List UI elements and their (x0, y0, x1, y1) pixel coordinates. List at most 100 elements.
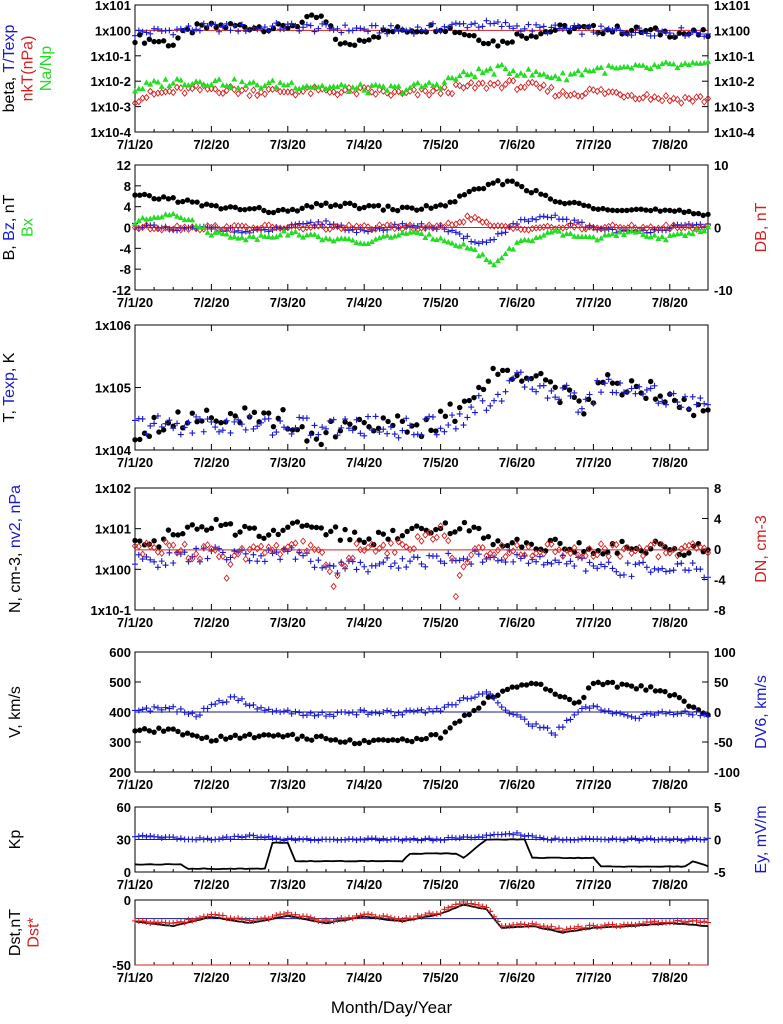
data-point (483, 67, 490, 73)
x-tick-label: 7/4/20 (346, 137, 382, 152)
data-point (326, 25, 333, 32)
x-tick-label: 7/2/20 (193, 970, 229, 985)
data-point (613, 223, 620, 231)
right-y-tick-label: -5 (714, 865, 726, 880)
data-point (632, 29, 639, 36)
data-point (476, 37, 482, 43)
data-point (384, 30, 391, 37)
data-point (280, 206, 286, 213)
data-point (223, 698, 230, 705)
data-point (480, 40, 487, 47)
y-tick-label: 600 (109, 645, 131, 660)
data-point (682, 32, 689, 39)
x-tick-label: 7/5/20 (423, 615, 459, 630)
data-point (429, 236, 436, 242)
data-point (300, 552, 307, 559)
data-point (180, 732, 186, 738)
data-point (639, 223, 647, 231)
data-point (203, 201, 210, 207)
x-tick-label: 7/6/20 (499, 455, 535, 470)
data-point (139, 832, 146, 839)
data-point (475, 215, 482, 224)
data-point (223, 556, 230, 563)
data-point (414, 207, 420, 213)
data-point (529, 723, 536, 730)
data-point (466, 528, 472, 534)
data-point (353, 566, 360, 573)
data-point (418, 560, 425, 567)
data-point (600, 30, 606, 37)
data-point (624, 682, 630, 688)
data-point (540, 232, 547, 238)
data-point (528, 375, 535, 382)
y-tick-label: 1x105 (95, 381, 131, 396)
data-point (147, 30, 154, 37)
data-point (643, 64, 650, 71)
data-point (414, 422, 420, 428)
data-point (548, 387, 555, 394)
data-point (242, 405, 248, 411)
data-point (475, 543, 482, 552)
data-point (666, 60, 673, 67)
data-point (514, 72, 520, 78)
data-point (189, 430, 196, 437)
data-point (299, 205, 305, 211)
data-point (342, 235, 349, 242)
right-y-tick-label: -50 (714, 735, 733, 750)
data-point (437, 408, 444, 414)
data-point (689, 835, 696, 842)
panel-temperature: 7/1/20 7/2/20 7/3/20 7/4/20 7/5/20 7/6/20 7/7/… (1, 318, 711, 470)
data-point (540, 81, 547, 89)
data-point (544, 87, 551, 96)
data-point (223, 419, 229, 425)
data-point (170, 703, 177, 710)
data-point (227, 734, 234, 741)
data-point (567, 558, 574, 565)
data-point (326, 418, 333, 425)
data-point (651, 382, 658, 389)
data-point (189, 27, 196, 34)
data-point (156, 725, 162, 731)
data-point (689, 711, 696, 718)
data-point (242, 426, 249, 433)
data-point (536, 548, 544, 556)
data-point (456, 697, 463, 704)
data-point (655, 710, 662, 717)
data-point (613, 232, 620, 238)
data-point (135, 833, 142, 840)
data-point (555, 91, 563, 99)
data-point (449, 74, 456, 81)
data-point (387, 914, 394, 921)
data-point (257, 542, 265, 550)
data-point (576, 540, 582, 546)
data-point (517, 551, 524, 559)
data-point (323, 217, 329, 224)
data-point (426, 79, 433, 85)
data-point (235, 697, 242, 704)
data-point (318, 202, 324, 209)
data-point (490, 180, 496, 186)
data-point (701, 918, 708, 925)
data-point (510, 375, 517, 382)
data-point (523, 682, 530, 688)
data-point (371, 428, 377, 434)
data-point (289, 206, 296, 213)
data-point (620, 571, 627, 578)
data-point (304, 202, 310, 209)
data-point (437, 202, 444, 208)
data-point (223, 82, 230, 89)
data-point (437, 84, 444, 91)
data-point (693, 708, 700, 715)
data-point (203, 407, 210, 413)
data-point (300, 234, 307, 240)
data-point (162, 76, 169, 82)
data-point (552, 227, 559, 233)
data-point (387, 539, 395, 547)
data-point (376, 710, 383, 717)
data-point (628, 683, 635, 689)
data-point (510, 246, 517, 252)
data-point (266, 732, 272, 738)
data-point (433, 428, 439, 434)
x-tick-label: 7/6/20 (499, 970, 535, 985)
panel-dst-index: 7/1/20 7/2/20 7/3/20 7/4/20 7/5/20 7/6/20 7/7/… (7, 893, 711, 985)
